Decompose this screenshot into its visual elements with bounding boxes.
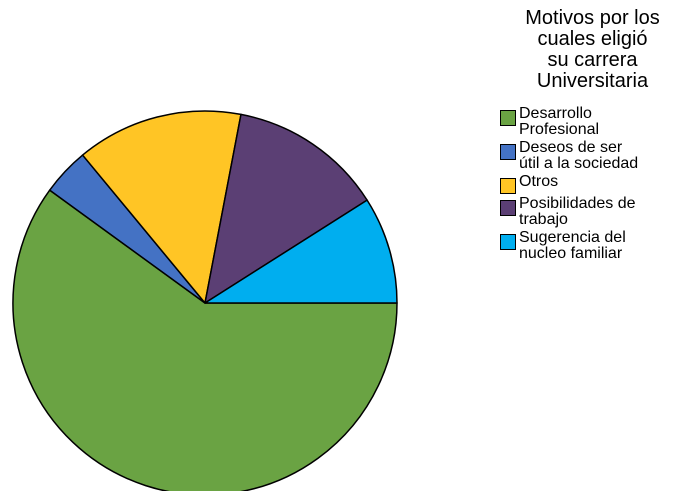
chart-title-line: cuales eligió [537, 28, 648, 50]
legend-label: Posibilidades de trabajo [519, 196, 684, 228]
legend-label: Otros [519, 174, 684, 190]
pie-slice-4 [204, 199, 398, 304]
legend-item-posibilidades-de-trabajo: Posibilidades de trabajo [500, 196, 690, 228]
legend-label-line: Sugerencia del [519, 229, 626, 246]
legend-item-otros: Otros [500, 174, 690, 194]
legend-label-line: trabajo [519, 211, 568, 228]
legend-swatch [500, 200, 516, 216]
legend-label: Desarrollo Profesional [519, 106, 684, 138]
legend-label: Sugerencia del nucleo familiar [519, 230, 684, 262]
legend-label-line: Posibilidades de [519, 195, 636, 212]
legend-label-line: Otros [519, 173, 559, 190]
pie-chart [12, 110, 398, 491]
legend-swatch [500, 110, 516, 126]
chart-title-line: su carrera [547, 49, 638, 71]
legend: Motivos por los cuales eligió su carrera… [500, 8, 690, 264]
chart-title-line: Universitaria [536, 70, 649, 92]
legend-swatch [500, 144, 516, 160]
legend-swatch [500, 234, 516, 250]
legend-swatch [500, 178, 516, 194]
legend-item-sugerencia-del-nucleo-familiar: Sugerencia del nucleo familiar [500, 230, 690, 262]
pie-slice-2 [81, 110, 242, 304]
legend-label-line: Desarrollo [519, 105, 592, 122]
chart-title-line: Motivos por los [525, 7, 660, 29]
legend-label: Deseos de ser útil a la sociedad [519, 140, 684, 172]
legend-label-line: Profesional [519, 121, 600, 138]
chart-title: Motivos por los cuales eligió su carrera… [500, 8, 685, 92]
pie-slice-0 [12, 189, 398, 491]
legend-label-line: Deseos de ser [519, 139, 623, 156]
pie-slice-3 [204, 113, 368, 304]
legend-item-desarrollo-profesional: Desarrollo Profesional [500, 106, 690, 138]
legend-label-line: nucleo familiar [519, 245, 623, 262]
legend-item-deseos-de-ser-util: Deseos de ser útil a la sociedad [500, 140, 690, 172]
legend-label-line: útil a la sociedad [519, 155, 639, 172]
